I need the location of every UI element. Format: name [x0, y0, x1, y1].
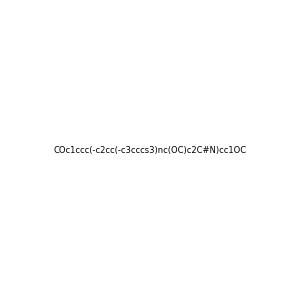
- Text: COc1ccc(-c2cc(-c3cccs3)nc(OC)c2C#N)cc1OC: COc1ccc(-c2cc(-c3cccs3)nc(OC)c2C#N)cc1OC: [53, 146, 247, 154]
